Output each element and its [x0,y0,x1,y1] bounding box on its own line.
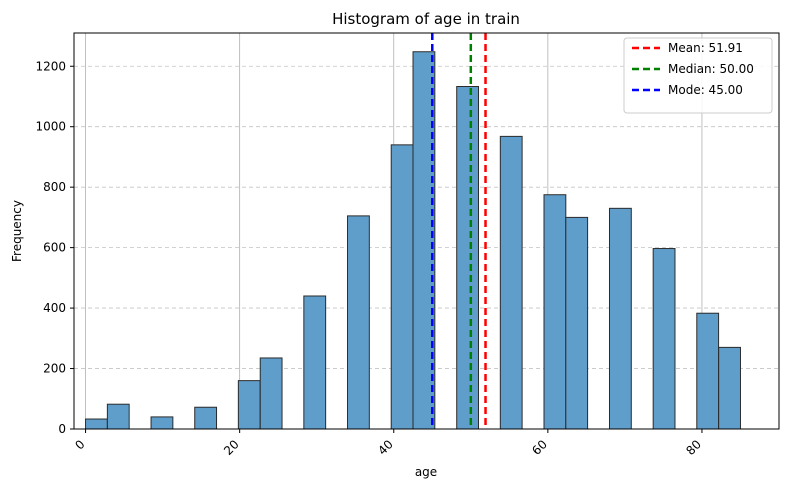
histogram-bar [85,418,108,430]
x-axis-ticks: 0 20 40 60 80 [72,429,704,458]
histogram-bar [194,406,218,430]
y-tick-label: 0 [58,422,66,436]
histogram-bar [499,135,523,430]
x-tick-label: 0 [72,437,87,452]
legend: Mean: 51.91 Median: 50.00 Mode: 45.00 [623,37,773,114]
histogram-bar [412,51,436,430]
y-tick-label: 1200 [35,59,66,73]
plot-frame [73,32,780,430]
histogram-bar [565,216,589,430]
legend-entry: Mean: 51.91 [668,41,743,55]
x-tick-label: 40 [375,437,396,458]
histogram-bar [390,144,414,430]
y-tick-label: 400 [43,301,66,315]
y-tick-label: 200 [43,362,66,376]
histogram-bar [237,380,261,430]
y-axis-label: Frequency [10,200,24,262]
legend-entry: Mode: 45.00 [668,83,743,97]
histogram-bar [696,312,720,430]
x-tick-label: 20 [221,437,242,458]
x-tick-label: 80 [683,437,704,458]
histogram-bar [150,416,174,430]
x-axis-label: age [415,465,437,479]
histogram-bar [652,248,676,430]
histogram-bar [718,346,741,430]
legend-box [623,37,773,114]
histogram-bar [259,357,283,430]
reference-lines [431,33,487,429]
x-tick-label: 60 [529,437,550,458]
histogram-bar [303,295,327,430]
chart-title: Histogram of age in train [332,10,520,28]
y-tick-label: 600 [43,241,66,255]
histogram-bar [543,194,567,430]
histogram-bar [347,215,370,430]
y-axis-ticks: 0 200 400 600 800 1000 1200 [35,59,74,436]
histogram-bar [608,207,632,430]
histogram-bars [85,51,741,430]
y-tick-label: 800 [43,180,66,194]
histogram-bar [106,403,130,430]
y-tick-label: 1000 [35,120,66,134]
legend-entry: Median: 50.00 [668,62,754,76]
histogram-bar [456,86,480,430]
